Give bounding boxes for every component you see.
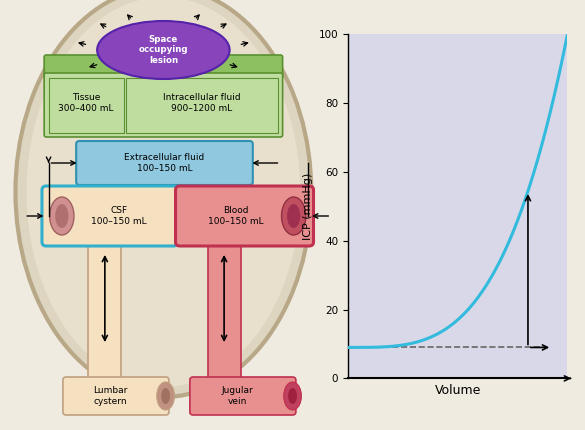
Ellipse shape [26, 0, 300, 387]
Ellipse shape [15, 0, 311, 397]
Y-axis label: ICP (mmHg): ICP (mmHg) [303, 173, 313, 240]
FancyBboxPatch shape [63, 377, 169, 415]
FancyBboxPatch shape [208, 242, 240, 380]
Ellipse shape [97, 21, 230, 79]
FancyBboxPatch shape [190, 377, 296, 415]
FancyBboxPatch shape [88, 242, 122, 380]
Ellipse shape [288, 388, 297, 404]
Text: Extracellular fluid
100–150 mL: Extracellular fluid 100–150 mL [125, 154, 205, 173]
FancyBboxPatch shape [126, 78, 278, 133]
Text: Intracellular fluid
900–1200 mL: Intracellular fluid 900–1200 mL [163, 93, 241, 113]
Text: Jugular
vein: Jugular vein [222, 386, 253, 405]
Ellipse shape [55, 204, 68, 228]
FancyBboxPatch shape [44, 73, 283, 137]
FancyBboxPatch shape [76, 141, 253, 185]
FancyBboxPatch shape [44, 55, 283, 79]
Ellipse shape [281, 197, 306, 235]
FancyBboxPatch shape [49, 78, 123, 133]
Text: BRAIN: BRAIN [144, 62, 183, 72]
Ellipse shape [287, 204, 300, 228]
FancyBboxPatch shape [176, 186, 314, 246]
Text: Lumbar
cystern: Lumbar cystern [93, 386, 128, 405]
Ellipse shape [284, 382, 301, 410]
Text: Tissue
300–400 mL: Tissue 300–400 mL [58, 93, 114, 113]
Text: Blood
100–150 mL: Blood 100–150 mL [208, 206, 263, 226]
Ellipse shape [161, 388, 170, 404]
Ellipse shape [50, 197, 74, 235]
Ellipse shape [157, 382, 174, 410]
FancyBboxPatch shape [42, 186, 178, 246]
X-axis label: Volume: Volume [435, 384, 481, 397]
Text: CSF
100–150 mL: CSF 100–150 mL [91, 206, 146, 226]
Text: Space
occupying
lesion: Space occupying lesion [139, 35, 188, 65]
